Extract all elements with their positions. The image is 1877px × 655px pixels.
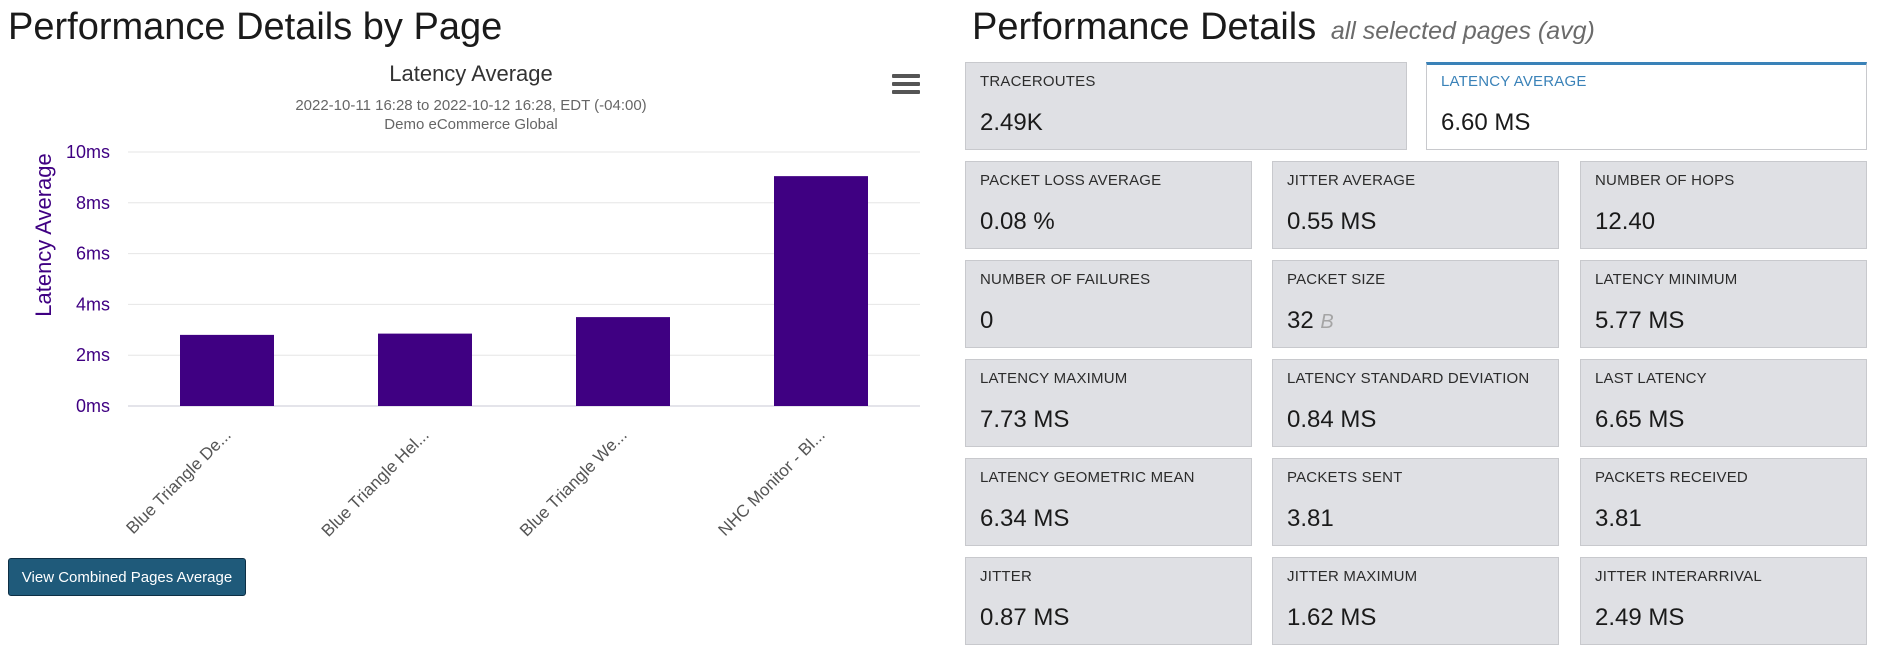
metric-tile-label: LATENCY MINIMUM: [1595, 271, 1738, 288]
left-page-title: Performance Details by Page: [8, 6, 503, 48]
metric-tile-value: 12.40: [1595, 208, 1655, 236]
metric-tile-value-text: 0: [980, 307, 994, 334]
metric-tile-value: 6.60 MS: [1441, 109, 1530, 137]
metric-tile-label: PACKET LOSS AVERAGE: [980, 172, 1162, 189]
metric-tile-value-text: 3.81: [1287, 505, 1334, 532]
metric-tile-label: PACKETS RECEIVED: [1595, 469, 1748, 486]
right-title-subtitle: all selected pages (avg): [1330, 17, 1595, 45]
metric-tile-value: 0: [980, 307, 993, 335]
x-tick-label: Blue Triangle We...: [516, 425, 631, 540]
x-tick-label: Blue Triangle Hel...: [318, 425, 433, 540]
metric-tile-value-text: 1.62 MS: [1287, 604, 1377, 631]
metric-tile-value: 3.81: [1595, 505, 1642, 533]
y-tick-labels: 0ms 2ms 4ms 6ms 8ms 10ms: [66, 142, 110, 416]
metric-tile-value: 0.55 MS: [1287, 208, 1376, 236]
y-axis-label: Latency Average: [31, 153, 56, 317]
metric-tile-value: 0.84 MS: [1287, 406, 1376, 434]
right-title-text: Performance Details: [972, 6, 1317, 48]
metric-tile-label: JITTER INTERARRIVAL: [1595, 568, 1762, 585]
metric-tile-label: LATENCY GEOMETRIC MEAN: [980, 469, 1195, 486]
metric-tile-value-text: 0.87 MS: [980, 604, 1070, 631]
bar[interactable]: [774, 176, 868, 406]
metric-tile-value: 2.49K: [980, 109, 1043, 137]
metric-tile-value: 0.08 %: [980, 208, 1055, 236]
metric-tile-value-text: 0.55 MS: [1287, 208, 1377, 235]
metric-tile-label: PACKET SIZE: [1287, 271, 1386, 288]
latency-average-chart: Latency Average 2022-10-11 16:28 to 2022…: [31, 61, 920, 540]
metric-tile[interactable]: LATENCY GEOMETRIC MEAN 6.34 MS: [965, 458, 1252, 546]
metric-tile-value-text: 0.08 %: [980, 208, 1055, 235]
metric-tile[interactable]: NUMBER OF FAILURES 0: [965, 260, 1252, 348]
chart-menu-icon[interactable]: [892, 74, 920, 100]
metric-tile-value-text: 5.77 MS: [1595, 307, 1685, 334]
metric-tile-value: 6.65 MS: [1595, 406, 1684, 434]
metric-tile[interactable]: PACKETS SENT 3.81: [1272, 458, 1559, 546]
y-tick-label: 6ms: [76, 244, 110, 264]
metric-tile[interactable]: PACKETS RECEIVED 3.81: [1580, 458, 1867, 546]
metric-tile-value-text: 6.60 MS: [1441, 109, 1531, 136]
metric-tile[interactable]: LATENCY AVERAGE 6.60 MS: [1426, 62, 1867, 150]
metric-tile-unit: B: [1320, 311, 1334, 333]
y-tick-label: 2ms: [76, 345, 110, 365]
y-tick-label: 10ms: [66, 142, 110, 162]
metric-tile[interactable]: LATENCY MINIMUM 5.77 MS: [1580, 260, 1867, 348]
metric-tile[interactable]: TRACEROUTES 2.49K: [965, 62, 1407, 150]
metric-tile[interactable]: LATENCY STANDARD DEVIATION 0.84 MS: [1272, 359, 1559, 447]
metric-tile[interactable]: NUMBER OF HOPS 12.40: [1580, 161, 1867, 249]
bars: [180, 176, 868, 406]
metric-tile-value: 32 B: [1287, 307, 1334, 335]
metric-tile-label: LAST LATENCY: [1595, 370, 1707, 387]
chart-title: Latency Average: [389, 61, 553, 86]
metric-tile-value: 2.49 MS: [1595, 604, 1684, 632]
chart-subtitle-secondary: Demo eCommerce Global: [384, 116, 557, 133]
metric-tile-value: 5.77 MS: [1595, 307, 1684, 335]
metric-tile-label: JITTER: [980, 568, 1033, 585]
metric-tile[interactable]: PACKET SIZE 32 B: [1272, 260, 1559, 348]
view-combined-pages-average-button[interactable]: View Combined Pages Average: [8, 558, 246, 596]
bar[interactable]: [180, 334, 274, 406]
metric-tile-label: LATENCY AVERAGE: [1441, 73, 1587, 90]
y-tick-label: 8ms: [76, 193, 110, 213]
y-tick-label: 4ms: [76, 294, 110, 314]
x-tick-label: Blue Triangle De...: [122, 425, 234, 537]
metric-tile-value-text: 0.84 MS: [1287, 406, 1377, 433]
metric-tile-label: PACKETS SENT: [1287, 469, 1403, 486]
metric-tile[interactable]: JITTER MAXIMUM 1.62 MS: [1272, 557, 1559, 645]
metric-tile-value: 7.73 MS: [980, 406, 1069, 434]
metric-tile[interactable]: JITTER INTERARRIVAL 2.49 MS: [1580, 557, 1867, 645]
metric-tile-label: NUMBER OF FAILURES: [980, 271, 1151, 288]
metric-tile-value-text: 2.49 MS: [1595, 604, 1685, 631]
metric-tile-value-text: 7.73 MS: [980, 406, 1070, 433]
metric-tile-label: JITTER AVERAGE: [1287, 172, 1416, 189]
bar[interactable]: [378, 333, 472, 406]
metric-tile-label: JITTER MAXIMUM: [1287, 568, 1418, 585]
metric-tile-label: NUMBER OF HOPS: [1595, 172, 1735, 189]
x-tick-label: NHC Monitor - Bl...: [715, 425, 829, 539]
right-page-title: Performance Details all selected pages (…: [972, 6, 1595, 49]
metric-tile[interactable]: LATENCY MAXIMUM 7.73 MS: [965, 359, 1252, 447]
metric-tile-value-text: 6.34 MS: [980, 505, 1070, 532]
metric-tile[interactable]: JITTER 0.87 MS: [965, 557, 1252, 645]
metric-tile-value: 3.81: [1287, 505, 1334, 533]
metric-tile-label: LATENCY STANDARD DEVIATION: [1287, 370, 1530, 387]
metric-tile[interactable]: PACKET LOSS AVERAGE 0.08 %: [965, 161, 1252, 249]
metric-tile-value-text: 32: [1287, 307, 1314, 334]
chart-subtitle: 2022-10-11 16:28 to 2022-10-12 16:28, ED…: [295, 97, 646, 114]
metric-tile-value-text: 12.40: [1595, 208, 1656, 235]
x-tick-labels: Blue Triangle De... Blue Triangle Hel... B…: [122, 425, 828, 540]
metric-tile-value-text: 6.65 MS: [1595, 406, 1685, 433]
metric-tile[interactable]: LAST LATENCY 6.65 MS: [1580, 359, 1867, 447]
metric-tile-value-text: 2.49K: [980, 109, 1043, 136]
bar[interactable]: [576, 317, 670, 406]
metric-tile-label: LATENCY MAXIMUM: [980, 370, 1128, 387]
metric-tile-value: 6.34 MS: [980, 505, 1069, 533]
metric-tile-value: 1.62 MS: [1287, 604, 1376, 632]
metric-tile-value-text: 3.81: [1595, 505, 1642, 532]
y-tick-label: 0ms: [76, 396, 110, 416]
metric-tile-label: TRACEROUTES: [980, 73, 1096, 90]
metric-tile-value: 0.87 MS: [980, 604, 1069, 632]
metric-tile[interactable]: JITTER AVERAGE 0.55 MS: [1272, 161, 1559, 249]
